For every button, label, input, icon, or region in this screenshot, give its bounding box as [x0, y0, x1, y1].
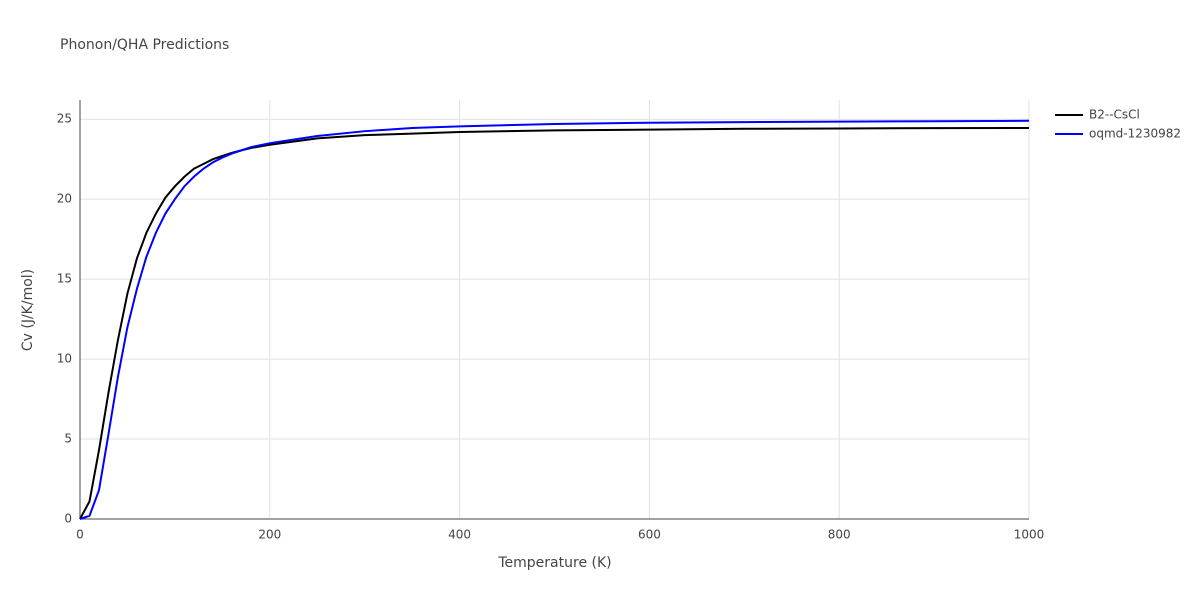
- x-tick-label: 1000: [1014, 528, 1045, 542]
- chart-title: Phonon/QHA Predictions: [60, 37, 229, 53]
- x-axis-title: Temperature (K): [497, 555, 611, 571]
- x-tick-label: 400: [448, 528, 471, 542]
- data-line: [79, 119, 1030, 520]
- x-tick-label: 800: [828, 528, 851, 542]
- data-line: [79, 126, 1030, 520]
- legend-label: B2--CsCl: [1089, 108, 1140, 122]
- legend-label: oqmd-1230982: [1089, 127, 1181, 141]
- y-tick-label: 25: [57, 112, 72, 126]
- y-tick-label: 10: [57, 352, 72, 366]
- y-tick-label: 5: [64, 432, 72, 446]
- x-tick-label: 0: [76, 528, 84, 542]
- y-axis-title: Cv (J/K/mol): [20, 269, 36, 351]
- x-tick-label: 600: [638, 528, 661, 542]
- y-tick-label: 20: [57, 192, 72, 206]
- y-tick-label: 15: [57, 272, 72, 286]
- y-tick-label: 0: [64, 512, 72, 526]
- x-tick-label: 200: [258, 528, 281, 542]
